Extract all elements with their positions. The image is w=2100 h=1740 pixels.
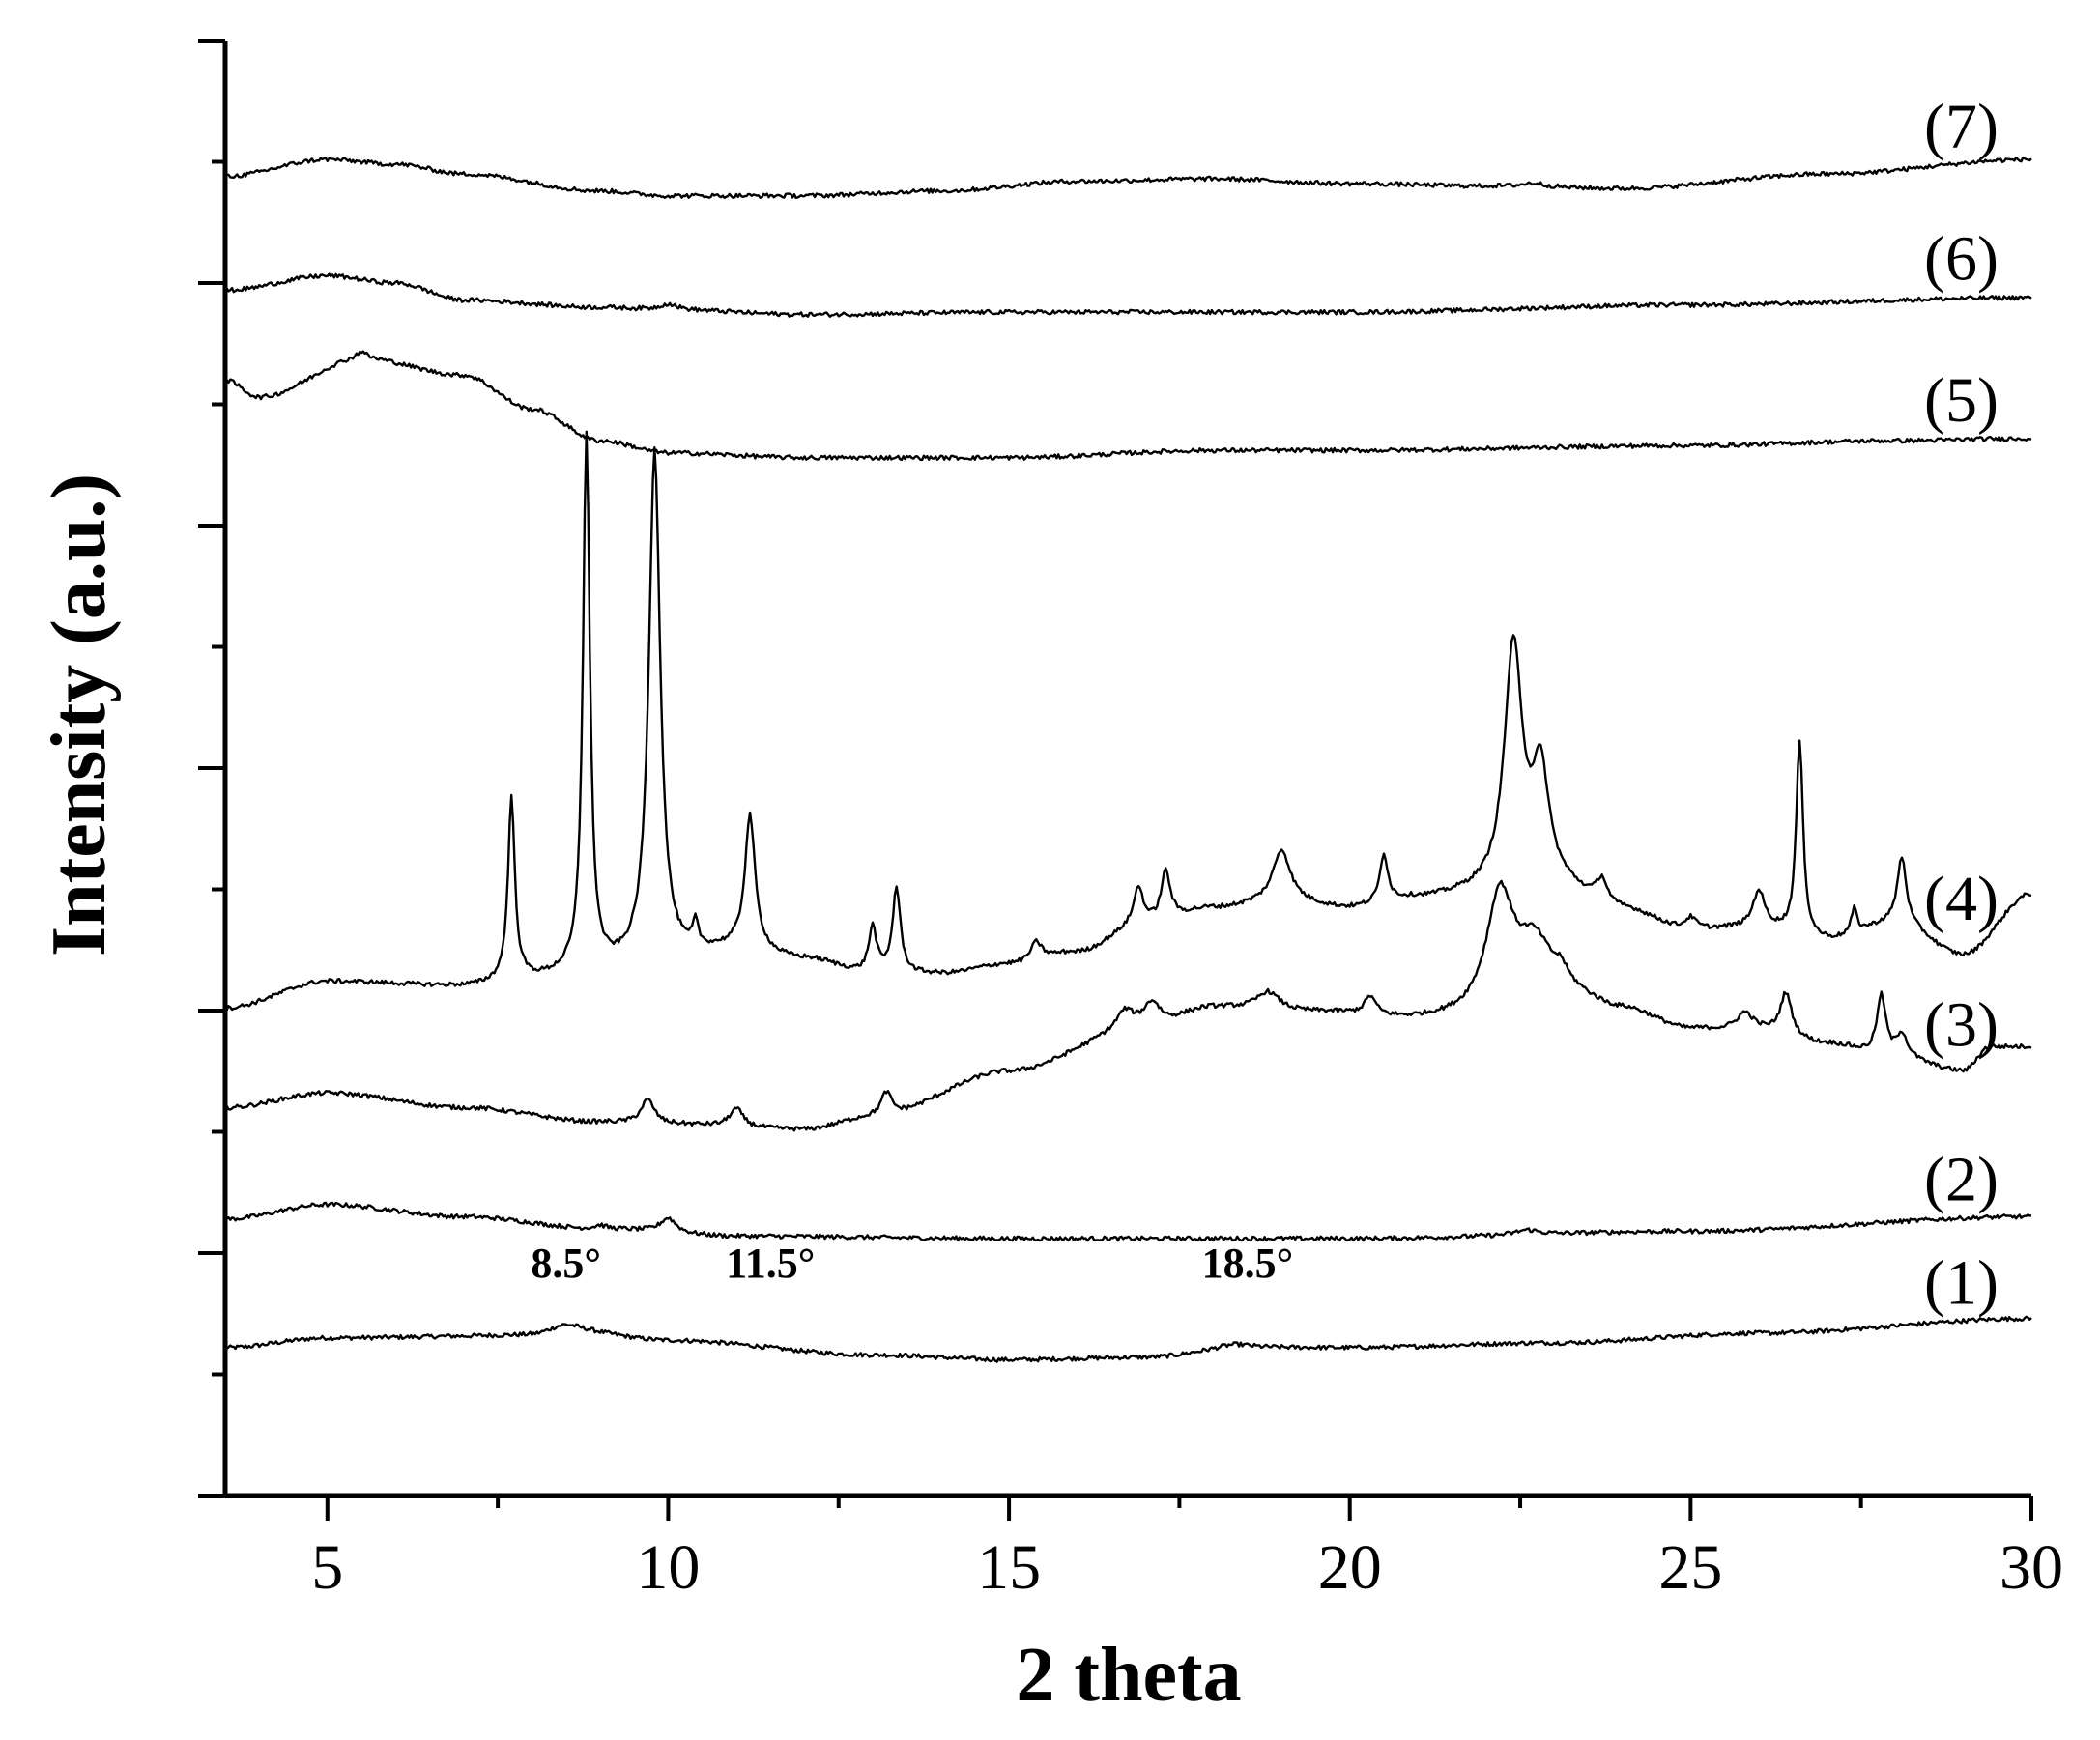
x-tick-label: 10	[636, 1532, 700, 1603]
x-tick-label: 25	[1658, 1532, 1722, 1603]
peak-annotation-3: 18.5°	[1202, 1240, 1294, 1287]
x-tick-label: 30	[1999, 1532, 2063, 1603]
series-trace-6	[224, 272, 2032, 318]
series-label-1: (1)	[1924, 1248, 1999, 1319]
series-traces	[223, 157, 2032, 1363]
series-label-7: (7)	[1924, 92, 1999, 162]
y-axis-title: Intensity (a.u.)	[37, 473, 122, 956]
x-tick-label: 20	[1318, 1532, 1382, 1603]
x-axis-title: 2 theta	[1016, 1633, 1241, 1718]
x-axis-ticks: 5 10 15 20 25 30	[311, 1496, 2063, 1603]
series-trace-5	[224, 350, 2032, 462]
x-tick-label: 15	[977, 1532, 1041, 1603]
y-axis-ticks	[198, 39, 225, 1498]
series-label-6: (6)	[1924, 224, 1999, 295]
peak-annotation-1: 8.5°	[531, 1240, 601, 1287]
series-labels: (1) (2) (3) (4) (5) (6) (7)	[1924, 92, 1999, 1319]
peak-annotations: 8.5° 11.5° 18.5°	[531, 1240, 1293, 1287]
series-trace-3	[224, 879, 2032, 1132]
series-trace-7	[223, 157, 2032, 199]
series-trace-4	[224, 430, 2032, 1012]
series-trace-2	[224, 1201, 2032, 1242]
series-label-4: (4)	[1924, 864, 1999, 934]
series-label-5: (5)	[1924, 365, 1999, 436]
x-tick-label: 5	[311, 1532, 343, 1603]
series-label-2: (2)	[1924, 1145, 1999, 1215]
peak-annotation-2: 11.5°	[726, 1240, 815, 1287]
series-trace-1	[224, 1315, 2032, 1363]
series-label-3: (3)	[1924, 989, 1999, 1060]
